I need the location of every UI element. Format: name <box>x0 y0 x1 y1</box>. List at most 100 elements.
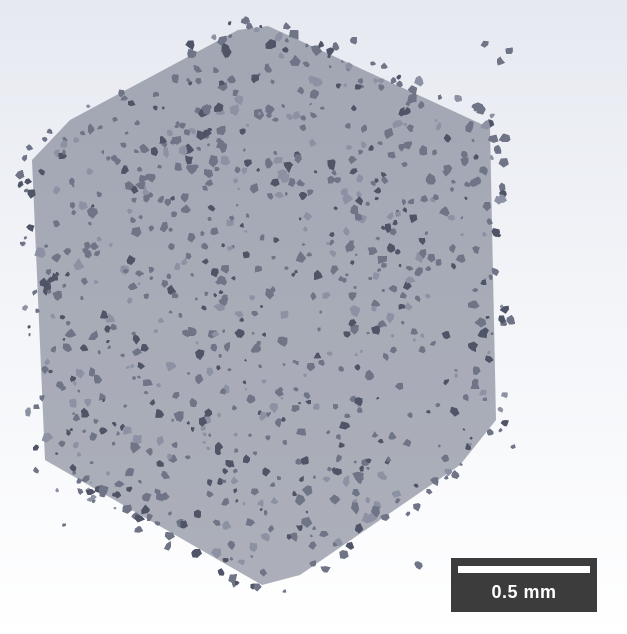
particle <box>366 331 371 335</box>
particle <box>450 187 454 192</box>
particle <box>71 210 76 216</box>
particle <box>432 149 438 156</box>
particle <box>88 330 99 340</box>
particle <box>89 481 93 484</box>
particle <box>90 494 97 500</box>
particle <box>454 95 462 102</box>
particle <box>84 250 92 259</box>
particle <box>389 228 397 236</box>
particle <box>327 467 332 472</box>
particle <box>91 204 95 208</box>
particle <box>498 182 506 192</box>
particle <box>81 408 90 418</box>
particle <box>228 34 233 38</box>
particle <box>438 444 441 448</box>
particle <box>377 256 387 264</box>
particle <box>404 122 407 127</box>
particle <box>348 319 357 327</box>
particle <box>479 166 488 176</box>
particle <box>480 40 489 48</box>
particle <box>425 173 436 185</box>
particle <box>460 216 463 220</box>
particle <box>222 467 229 475</box>
particle <box>434 118 438 122</box>
particle <box>348 155 357 165</box>
particle <box>72 380 77 386</box>
scale-bar-label: 0.5 mm <box>491 582 557 602</box>
particle <box>114 480 125 488</box>
particle <box>97 349 101 355</box>
particle <box>229 557 234 561</box>
particle <box>218 80 225 86</box>
particle <box>345 62 353 71</box>
particle <box>264 510 268 516</box>
particle <box>413 503 421 512</box>
particle <box>92 499 96 503</box>
particle <box>398 107 405 117</box>
particle <box>368 144 374 151</box>
particle <box>214 102 224 112</box>
particle <box>130 217 136 223</box>
particle <box>53 186 60 195</box>
particle <box>438 94 442 100</box>
particle <box>201 104 210 113</box>
particle <box>273 150 278 156</box>
particle <box>283 161 293 173</box>
particle <box>319 531 329 537</box>
particle <box>211 331 220 338</box>
particle <box>349 260 355 266</box>
particle <box>227 540 235 550</box>
particle <box>73 137 80 143</box>
particle <box>77 452 81 457</box>
particle <box>468 443 472 446</box>
particle <box>167 129 173 136</box>
particle <box>349 305 361 317</box>
particle <box>89 432 97 441</box>
particle <box>143 293 149 299</box>
particle <box>266 193 274 200</box>
particle <box>317 327 321 332</box>
particle <box>233 432 238 437</box>
particle <box>286 113 293 121</box>
particle <box>242 501 246 506</box>
particle <box>355 84 362 90</box>
particle <box>99 427 108 435</box>
particle <box>132 376 137 381</box>
particle <box>494 196 504 205</box>
particle <box>410 328 419 335</box>
particle <box>186 164 197 175</box>
particle <box>464 196 468 201</box>
particle <box>105 313 116 323</box>
particle <box>377 141 383 145</box>
particle <box>230 220 234 225</box>
particle <box>510 444 516 449</box>
particle <box>277 169 288 179</box>
particle <box>485 355 494 363</box>
particle <box>237 559 246 566</box>
particle <box>285 37 289 43</box>
particle <box>307 189 314 196</box>
particle <box>168 227 173 232</box>
particle <box>370 180 376 187</box>
particle <box>27 189 36 199</box>
particle <box>265 67 272 73</box>
particle <box>305 400 311 405</box>
particle <box>220 265 229 274</box>
particle <box>164 541 171 551</box>
particle <box>355 195 363 206</box>
particle <box>345 273 349 277</box>
particle <box>43 288 48 296</box>
particle <box>232 468 238 474</box>
particle <box>145 448 153 456</box>
particle <box>398 304 406 310</box>
particle <box>39 395 45 402</box>
particle <box>366 467 370 470</box>
particle <box>288 532 298 542</box>
particle <box>318 40 324 48</box>
particle <box>127 297 133 304</box>
particle <box>204 169 213 178</box>
particle <box>25 407 31 417</box>
particle <box>318 359 325 366</box>
particle <box>180 204 191 214</box>
particle <box>443 379 449 386</box>
